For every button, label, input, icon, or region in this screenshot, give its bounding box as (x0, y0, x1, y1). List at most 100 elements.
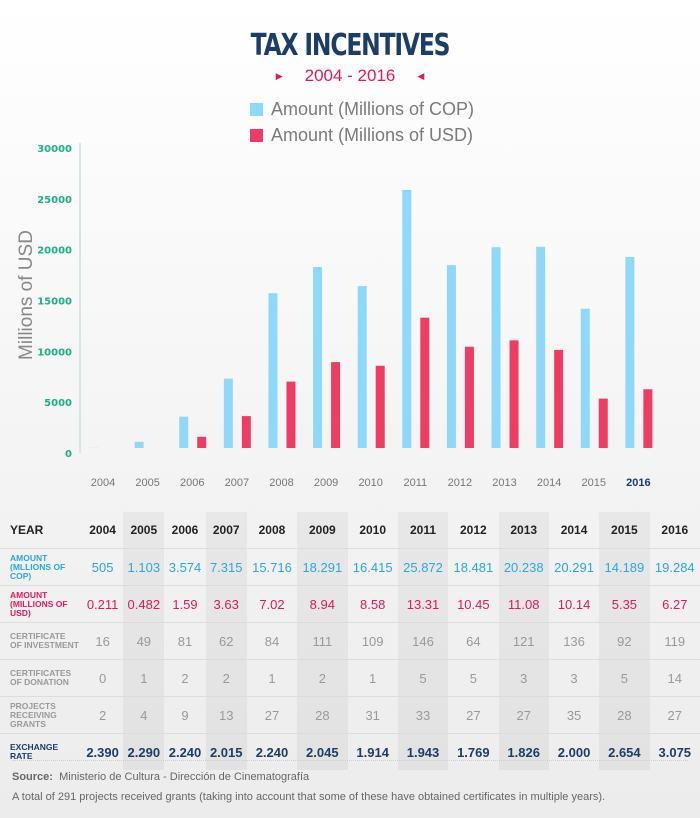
table-cell: 2.240 (168, 744, 202, 760)
table-cell: 1 (246, 659, 298, 697)
row-label-line: RECEIVING (10, 709, 57, 720)
x-tick-label: 2010 (358, 477, 382, 489)
table-cell: 27 (649, 696, 700, 734)
table-cell: 109 (347, 622, 398, 660)
row-label: YEAR (0, 512, 82, 549)
row-label-line: EXCHANGE (10, 742, 59, 752)
x-tick-label: 2011 (403, 477, 427, 489)
table-cell: 5.35 (599, 585, 650, 623)
legend-item-cop: Amount (Millions of COP) (250, 96, 474, 122)
footer: Source: Ministerio de Cultura - Direcció… (12, 760, 688, 811)
table-row-year: YEAR 2004 2005 2006 2007 2008 2009 2010 2011 2012… (0, 512, 700, 549)
source-line: Source: Ministerio de Cultura - Direcció… (12, 771, 688, 783)
table-cell: 62 (205, 622, 247, 660)
table-cell: 14 (649, 659, 700, 697)
table-cell: 84 (246, 622, 298, 660)
table-cell: 2 (297, 659, 348, 697)
table-cell: 2 (164, 659, 206, 697)
table-cell: 16 (82, 622, 124, 660)
row-label-line: (MILLIONS OF USD) (10, 598, 68, 618)
table-cell: 121 (498, 622, 549, 660)
table-cell: 49 (123, 622, 165, 660)
table-cell: 31 (347, 696, 398, 734)
year-cell: 2009 (297, 512, 348, 549)
row-label: AMOUNT (MILLIONS OF USD) (0, 585, 82, 623)
table-cell: 8.58 (347, 585, 398, 623)
y-tick-label: 0 (65, 449, 72, 460)
bar-usd-2010 (375, 365, 385, 448)
y-tick-label: 20000 (37, 246, 72, 257)
table-cell: 20.238 (498, 548, 549, 586)
data-table: YEAR 2004 2005 2006 2007 2008 2009 2010 2011 2012… (0, 512, 700, 770)
year-cell: 2015 (599, 512, 650, 549)
table-row-amount-cop: AMOUNT (MLLIONS OF COP) 505 1.103 3.574 7.315… (0, 548, 700, 586)
table-cell: 13 (205, 696, 247, 734)
row-label-line: RATE (10, 751, 33, 761)
table-cell: 9 (164, 696, 206, 734)
x-tick-label: 2009 (314, 477, 338, 489)
x-tick-label: 2016 (626, 477, 650, 489)
table-cell: 146 (397, 622, 449, 660)
table-cell: 2.045 (297, 733, 348, 770)
year-cell: 2005 (123, 512, 165, 549)
bar-usd-2015 (598, 398, 608, 448)
table-cell: 14.189 (599, 548, 650, 586)
triangle-left-icon: ◀ (417, 71, 425, 81)
table-cell: 505 (82, 548, 124, 586)
table-cell: 25.872 (397, 548, 449, 586)
year-cell: 2010 (347, 512, 398, 549)
table-cell: 27 (448, 696, 499, 734)
source-text: Ministerio de Cultura - Dirección de Cin… (59, 771, 310, 783)
legend-label-cop: Amount (Millions of COP) (271, 98, 475, 119)
bar-usd-2006 (197, 436, 207, 448)
table-cell: 5 (599, 659, 650, 697)
table-row-certificates-donation: CERTIFICATES OF DONATION 0 1 2 2 1 2 1 5 5 3 3 5 14 (0, 659, 700, 697)
row-label-line: AMOUNT (10, 589, 48, 600)
table-cell: 5 (397, 659, 449, 697)
year-cell: 2016 (649, 512, 700, 549)
year-cell: 2006 (164, 512, 206, 549)
subtitle-text: 2004 - 2016 (304, 66, 396, 85)
x-tick-label: 2015 (582, 477, 606, 489)
y-tick-label: 15000 (37, 297, 72, 308)
table-cell: 28 (297, 696, 348, 734)
bar-usd-2012 (464, 346, 474, 448)
table-cell: 18.291 (297, 548, 348, 586)
legend-label-usd: Amount (Millions of USD) (271, 124, 474, 145)
bar-cop-2005 (134, 441, 144, 448)
table-cell: 111 (297, 622, 348, 660)
bar-cop-2016 (625, 256, 635, 448)
table-cell: 33 (397, 696, 449, 734)
year-cell: 2008 (246, 512, 298, 549)
y-tick-label: 10000 (37, 347, 72, 358)
table-cell: 7.315 (205, 548, 247, 586)
table-cell: 27 (498, 696, 549, 734)
table-cell: 0.211 (82, 585, 124, 623)
table-row-amount-usd: AMOUNT (MILLIONS OF USD) 0.211 0.482 1.59 3.6… (0, 585, 700, 623)
table-cell: 4 (123, 696, 165, 734)
year-cell: 2007 (205, 512, 247, 549)
row-label-line: CERTIFICATE (10, 631, 66, 641)
table-cell: 13.31 (397, 585, 449, 623)
bar-usd-2011 (420, 317, 430, 448)
x-tick-label: 2012 (448, 477, 472, 489)
bar-cop-2007 (223, 378, 233, 448)
bar-cop-2015 (580, 308, 590, 448)
bar-usd-2013 (509, 340, 519, 448)
x-tick-label: 2004 (91, 477, 115, 489)
y-tick-label: 30000 (37, 144, 72, 155)
table-cell: 0.482 (123, 585, 165, 623)
x-tick-label: 2007 (225, 477, 249, 489)
table-cell: 20.291 (548, 548, 600, 586)
row-label: EXCHANGE RATE (0, 734, 82, 771)
table-row-projects-grants: PROJECTS RECEIVING GRANTS 2 4 9 13 27 28 31 33 27 27… (0, 696, 700, 734)
table-cell: 2 (205, 659, 247, 697)
x-tick-label: 2008 (269, 477, 293, 489)
table-cell: 1.914 (356, 744, 389, 760)
subtitle: ▶ 2004 - 2016 ◀ (0, 66, 700, 86)
row-label: AMOUNT (MLLIONS OF COP) (0, 548, 82, 586)
x-tick-label: 2006 (180, 477, 204, 489)
table-cell: 2 (82, 696, 124, 734)
table-cell: 5 (448, 659, 499, 697)
table-cell: 0 (82, 659, 124, 697)
